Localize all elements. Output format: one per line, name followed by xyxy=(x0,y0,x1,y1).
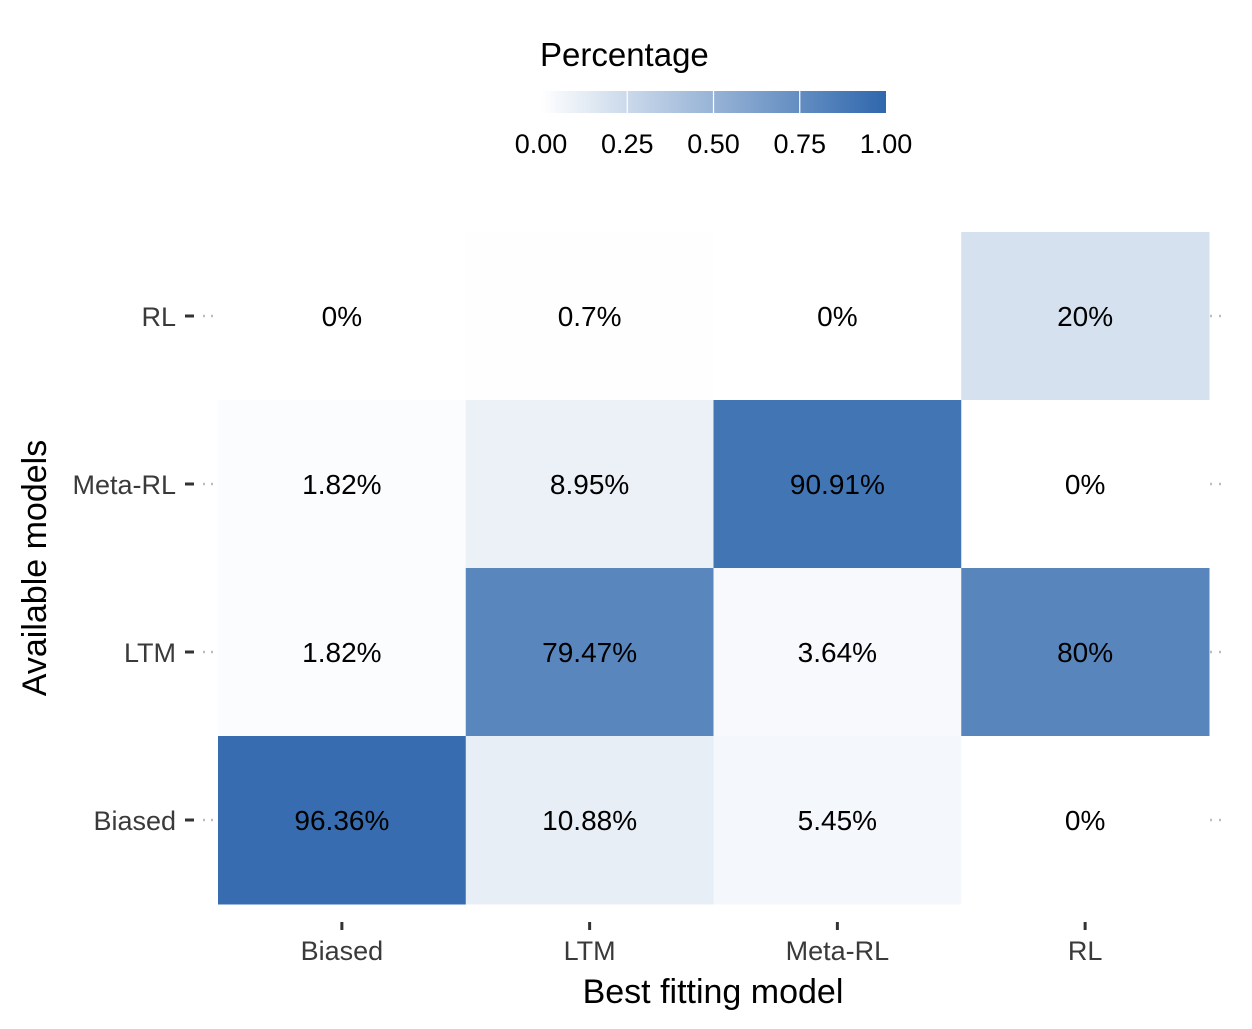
legend-tick-label: 0.50 xyxy=(687,129,740,159)
legend-tick-label: 0.75 xyxy=(773,129,826,159)
heatmap-cell xyxy=(218,568,467,737)
heatmap-cells: 0% 0.7% 0% 20% 1.82% 8.95% 90.91% 0% 1.82% 79.47%… xyxy=(218,232,1210,905)
cell-value-label: 0.7% xyxy=(558,301,622,332)
x-tick-label: RL xyxy=(1068,936,1103,966)
heatmap-cell xyxy=(218,736,467,905)
cell-value-label: 0% xyxy=(1065,469,1105,500)
y-tick-label: RL xyxy=(141,302,176,332)
heatmap-cell xyxy=(465,736,714,905)
heatmap-cell xyxy=(713,232,962,401)
y-axis-title: Available models xyxy=(16,440,54,696)
heatmap-cell xyxy=(961,400,1210,569)
heatmap-cell xyxy=(713,568,962,737)
cell-value-label: 1.82% xyxy=(302,637,381,668)
cell-value-label: 96.36% xyxy=(294,805,389,836)
legend-tick-label: 1.00 xyxy=(860,129,913,159)
cell-value-label: 80% xyxy=(1057,637,1113,668)
heatmap-cell xyxy=(961,568,1210,737)
heatmap-cell xyxy=(713,736,962,905)
legend-title: Percentage xyxy=(540,36,709,73)
cell-value-label: 8.95% xyxy=(550,469,629,500)
legend-tick-label: 0.00 xyxy=(515,129,568,159)
heatmap-cell xyxy=(465,568,714,737)
heatmap-cell xyxy=(218,232,467,401)
y-tick-label: Biased xyxy=(93,806,176,836)
cell-value-label: 0% xyxy=(322,301,362,332)
heatmap-cell xyxy=(465,232,714,401)
legend-tick-label: 0.25 xyxy=(601,129,654,159)
heatmap-cell xyxy=(713,400,962,569)
legend-ticks: 0.00 0.25 0.50 0.75 1.00 xyxy=(515,91,913,159)
heatmap-cell xyxy=(961,232,1210,401)
cell-value-label: 10.88% xyxy=(542,805,637,836)
x-tick-label: LTM xyxy=(564,936,616,966)
heatmap-cell xyxy=(465,400,714,569)
cell-value-label: 1.82% xyxy=(302,469,381,500)
y-tick-label: LTM xyxy=(124,638,176,668)
cell-value-label: 20% xyxy=(1057,301,1113,332)
cell-value-label: 3.64% xyxy=(798,637,877,668)
heatmap-cell xyxy=(961,736,1210,905)
y-tick-label: Meta-RL xyxy=(72,470,176,500)
cell-value-label: 90.91% xyxy=(790,469,885,500)
x-axis: Biased LTM Meta-RL RL xyxy=(301,922,1103,966)
legend: Percentage 0.00 0.25 0.50 0.75 1.00 xyxy=(515,36,913,159)
heatmap-cell xyxy=(218,400,467,569)
x-tick-label: Biased xyxy=(301,936,384,966)
cell-value-label: 0% xyxy=(817,301,857,332)
cell-value-label: 79.47% xyxy=(542,637,637,668)
x-tick-label: Meta-RL xyxy=(786,936,890,966)
cell-value-label: 0% xyxy=(1065,805,1105,836)
y-axis: Biased LTM Meta-RL RL xyxy=(72,302,1228,836)
x-axis-title: Best fitting model xyxy=(583,973,844,1011)
cell-value-label: 5.45% xyxy=(798,805,877,836)
